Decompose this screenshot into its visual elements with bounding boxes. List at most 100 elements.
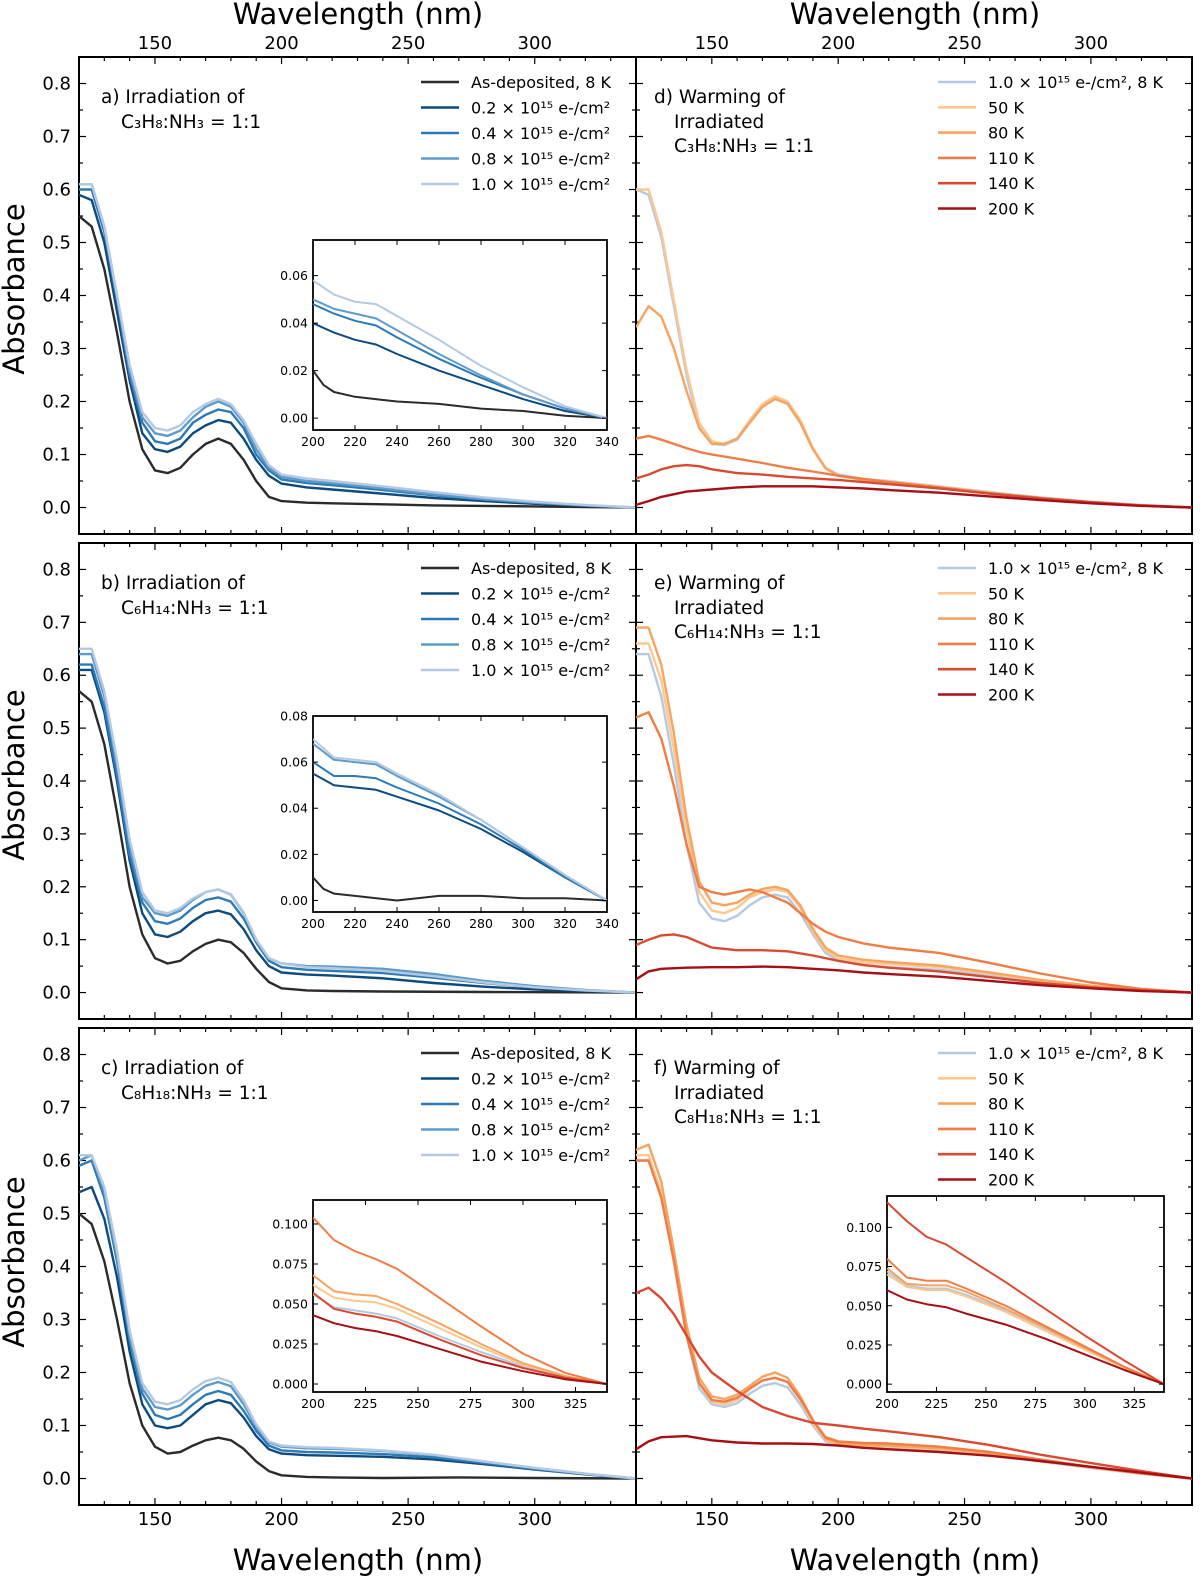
x-tick-label: 300 [518,1509,552,1530]
y-tick-label: 0.6 [42,180,71,201]
x-tick-label: 150 [695,1509,729,1530]
series-line [79,690,636,994]
inset-series-line [313,738,607,902]
inset-x-tick-label: 320 [553,434,577,449]
row1-y-axis-title: Absorbance [0,203,31,374]
y-tick-label: 0.1 [42,930,71,951]
inset-x-tick-label: 260 [427,434,451,449]
legend-entry: 1.0 × 10¹⁵ e-/cm² [471,1146,610,1165]
panel-a-label: a) Irradiation of [101,87,245,108]
legend-entry: 140 K [988,660,1035,679]
legend-entry: 200 K [988,200,1035,219]
legend-entry: 140 K [988,1145,1035,1164]
inset-x-tick-label: 220 [343,434,367,449]
top-left-x-axis-title: Wavelength (nm) [233,0,484,31]
inset-series-line [313,876,607,902]
panel-c-label: c) Irradiation of [101,1058,244,1079]
panel-c-label: C₈H₁₈:NH₃ = 1:1 [121,1083,269,1104]
inset-series-line [313,322,607,420]
inset-x-tick-label: 325 [1122,1396,1146,1411]
x-tick-label: 150 [138,1509,172,1530]
panel-f: 150 200 250 300 f) Warming of Irradiated C₈H₁₈… [635,1027,1193,1530]
y-tick-label: 0.2 [42,877,71,898]
panel-e-frame [635,542,1193,1020]
inset-series-line [313,1314,607,1385]
x-tick-label: 300 [518,33,552,54]
y-tick-label: 0.8 [42,559,71,580]
y-tick-label: 0.0 [42,983,71,1004]
inset-series-line [313,279,607,420]
y-tick-label: 0.4 [42,286,71,307]
inset-y-tick-label: 0.100 [272,1217,308,1232]
panel-d-frame [635,56,1193,535]
inset-x-tick-label: 340 [595,434,619,449]
inset-y-tick-label: 0.02 [280,847,308,862]
panel-f-inset: 200 225 250 275 300 325 0.000 0.025 0.050 0.075 0.… [846,1195,1165,1411]
y-tick-label: 0.6 [42,665,71,686]
x-tick-label: 200 [264,1509,298,1530]
legend-entry: 1.0 × 10¹⁵ e-/cm², 8 K [988,73,1164,92]
panel-a: 150 200 250 300 0.0 0.1 0.2 0.3 0.4 0.5 0.6 0.7 0.8 a… [42,33,637,535]
y-tick-label: 0.2 [42,392,71,413]
y-tick-label: 0.8 [42,74,71,95]
series-line [79,183,636,509]
panel-f-label: f) Warming of [654,1058,780,1079]
series-line [636,933,1192,994]
y-tick-label: 0.3 [42,1310,71,1331]
series-line [636,485,1192,509]
legend-entry: 0.2 × 10¹⁵ e-/cm² [471,585,610,604]
y-tick-label: 0.0 [42,498,71,519]
legend-entry: 0.8 × 10¹⁵ e-/cm² [471,1121,610,1140]
y-tick-label: 0.5 [42,718,71,739]
inset-series-line [887,1289,1164,1386]
series-line [79,1212,636,1480]
inset-y-tick-label: 0.100 [846,1220,882,1235]
series-line [79,1185,636,1480]
x-tick-label: 200 [821,33,855,54]
series-line [636,1286,1192,1480]
y-tick-label: 0.7 [42,127,71,148]
inset-y-tick-label: 0.06 [280,268,308,283]
legend-entry: 0.8 × 10¹⁵ e-/cm² [471,150,610,169]
inset-x-tick-label: 240 [385,916,409,931]
inset-series-line [313,1216,607,1385]
inset-x-tick-label: 300 [511,916,535,931]
top-right-x-axis-title: Wavelength (nm) [790,0,1041,31]
legend-entry: 1.0 × 10¹⁵ e-/cm², 8 K [988,1044,1164,1063]
legend-entry: 1.0 × 10¹⁵ e-/cm² [471,661,610,680]
inset-series-line [887,1201,1164,1386]
inset-x-tick-label: 275 [1023,1396,1047,1411]
inset-x-tick-label: 340 [595,916,619,931]
y-tick-label: 0.3 [42,339,71,360]
series-line [79,1154,636,1480]
y-tick-label: 0.1 [42,445,71,466]
panel-e-label: C₆H₁₄:NH₃ = 1:1 [674,622,822,643]
legend-entry: 50 K [988,98,1024,117]
legend-entry: 1.0 × 10¹⁵ e-/cm², 8 K [988,559,1164,578]
inset-x-tick-label: 280 [469,434,493,449]
inset-x-tick-label: 200 [301,434,325,449]
panel-b-label: b) Irradiation of [101,573,245,594]
panel-a-inset: 200 220 240 260 280 300 320 340 0.00 0.02 0.04 0.06 [280,239,619,449]
inset-series-line [887,1273,1164,1386]
inset-y-tick-label: 0.050 [272,1297,308,1312]
y-tick-label: 0.4 [42,771,71,792]
inset-x-tick-label: 200 [301,916,325,931]
y-tick-label: 0.4 [42,1257,71,1278]
x-tick-label: 300 [1074,1509,1108,1530]
inset-x-tick-label: 225 [354,1396,378,1411]
inset-x-tick-label: 260 [427,916,451,931]
inset-x-tick-label: 250 [406,1396,430,1411]
inset-y-tick-label: 0.02 [280,363,308,378]
y-tick-label: 0.6 [42,1151,71,1172]
inset-series-line [887,1257,1164,1386]
y-tick-label: 0.1 [42,1416,71,1437]
legend-entry: 50 K [988,1069,1024,1088]
series-line [636,711,1192,994]
bottom-right-x-axis-title: Wavelength (nm) [790,1543,1041,1577]
inset-x-tick-label: 280 [469,916,493,931]
x-tick-label: 300 [1074,33,1108,54]
series-line [79,193,636,509]
series-line [79,647,636,994]
